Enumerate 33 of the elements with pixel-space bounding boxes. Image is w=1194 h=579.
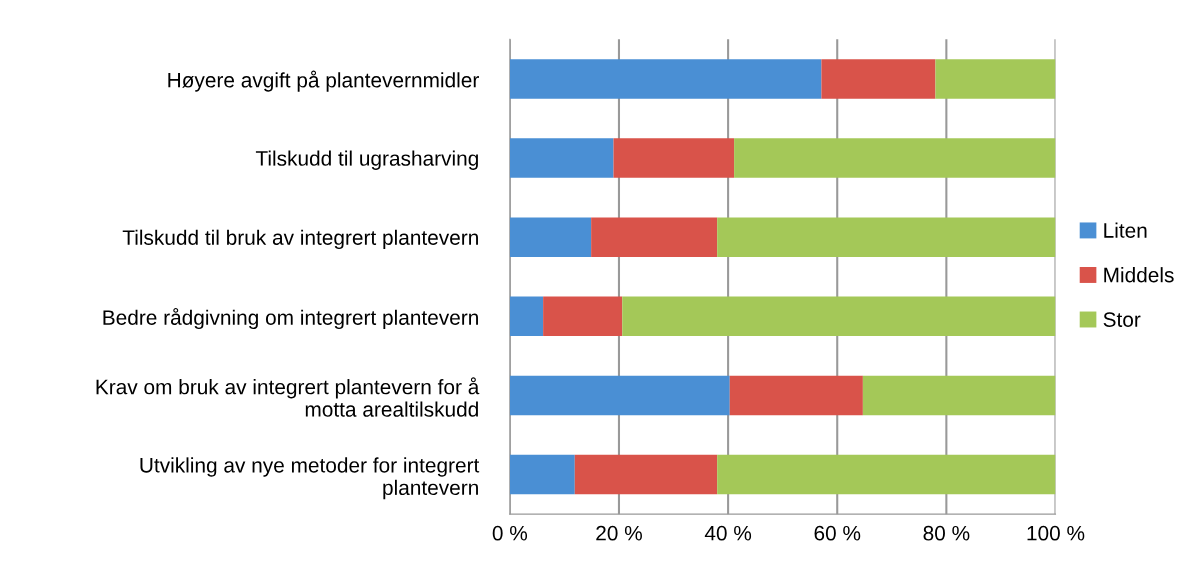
bar (509, 59, 822, 99)
x-tick-label: 100 % (1027, 525, 1085, 541)
bar (729, 375, 863, 416)
bar (574, 454, 718, 495)
bar (509, 217, 592, 257)
legend-label: Middels (1104, 267, 1174, 283)
y-tick-label: Høyere avgift på plantevernmidler (168, 70, 479, 92)
bar (613, 138, 735, 178)
legend-label: Stor (1103, 312, 1141, 327)
bar (591, 217, 718, 257)
y-tick-label: Utvikling av nye metoder for integrert plantevern (140, 457, 480, 500)
x-tick-label: 40 % (704, 525, 752, 541)
x-tick-label: 80 % (923, 525, 970, 541)
bar (509, 375, 730, 416)
bar (862, 375, 1056, 416)
bar (509, 296, 544, 337)
bar (509, 454, 575, 495)
x-tick-label: 20 % (596, 525, 642, 541)
y-tick-label: Bedre rådgivning om integrert plantevern (103, 307, 478, 330)
bar (717, 217, 1056, 257)
bar (734, 138, 1056, 178)
bar (935, 59, 1056, 99)
legend-label: Liten (1104, 222, 1147, 238)
x-tick-label: 0 % (492, 525, 528, 541)
bar (543, 296, 623, 337)
y-tick-label: Krav om bruk av integrert plantevern for å motta arealtilskudd (96, 377, 480, 417)
bar (717, 454, 1056, 495)
y-tick-label: Tilskudd til ugrasharving (255, 150, 478, 170)
y-tick-label: Tilskudd til bruk av integrert plantevern (122, 229, 478, 250)
bar (821, 59, 936, 99)
x-tick-label: 60 % (814, 525, 861, 541)
bar (622, 296, 1056, 337)
bar (509, 138, 614, 178)
